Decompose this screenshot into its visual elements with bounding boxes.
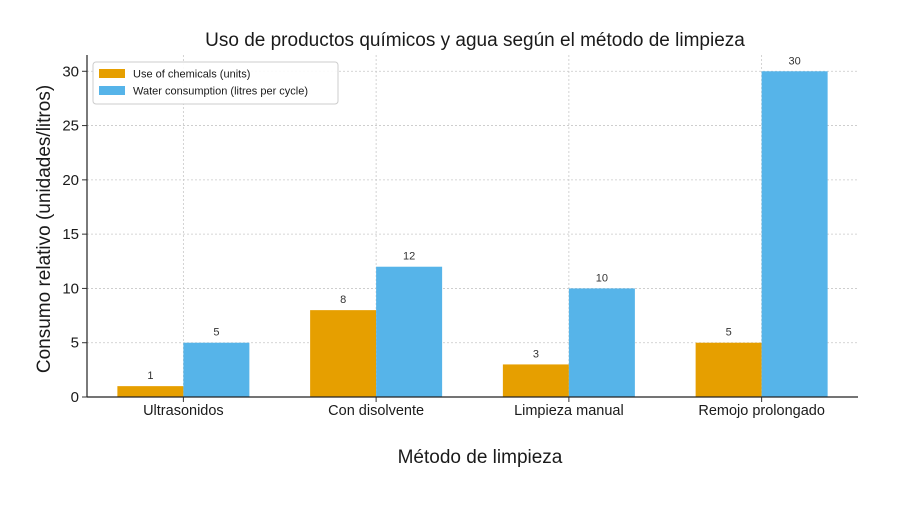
chart-title: Uso de productos químicos y agua según e…	[205, 30, 745, 51]
x-tick-label: Ultrasonidos	[143, 403, 224, 419]
y-tick-label: 20	[62, 172, 79, 189]
bar	[695, 342, 762, 397]
x-tick-label: Con disolvente	[328, 403, 424, 419]
legend-entry: Water consumption (litres per cycle)	[133, 86, 308, 98]
legend-entry: Use of chemicals (units)	[133, 69, 250, 81]
bar-value-label: 12	[403, 251, 415, 263]
data-labels: 1 8 3 5 5 12 10 30	[147, 55, 800, 382]
legend-box	[92, 61, 339, 105]
x-tick-label: Limpieza manual	[514, 403, 624, 419]
y-tick-label: 15	[62, 226, 79, 243]
x-axis-label: Método de limpieza	[398, 447, 563, 468]
bar-value-label: 3	[533, 348, 539, 360]
y-tick-label: 0	[71, 389, 79, 406]
y-tick-labels: 0 5 10 15 20 25 30	[62, 63, 79, 406]
y-tick-label: 30	[62, 63, 79, 80]
legend: Use of chemicals (units) Water consumptio…	[92, 61, 339, 105]
bar	[761, 71, 828, 398]
y-tick-label: 5	[71, 335, 79, 352]
x-tick-labels: Ultrasonidos Con disolvente Limpieza manua…	[143, 403, 825, 419]
bar-value-label: 5	[213, 327, 219, 339]
bar	[310, 310, 377, 397]
bar-value-label: 30	[789, 55, 801, 67]
x-tick-label: Remojo prolongado	[698, 403, 825, 419]
bar	[502, 364, 569, 397]
bar	[117, 386, 184, 397]
bar-value-label: 8	[340, 294, 346, 306]
axes	[82, 55, 858, 402]
legend-swatch	[99, 69, 125, 78]
bar-value-label: 5	[726, 327, 732, 339]
bar-value-label: 1	[147, 370, 153, 382]
bars	[117, 71, 828, 398]
y-tick-label: 25	[62, 118, 79, 135]
bar-value-label: 10	[596, 272, 608, 284]
legend-swatch	[99, 86, 125, 95]
bar	[376, 266, 443, 397]
y-tick-label: 10	[62, 280, 79, 297]
y-axis-label: Consumo relativo (unidades/litros)	[34, 85, 55, 373]
bar	[183, 342, 250, 397]
bar	[568, 288, 635, 397]
